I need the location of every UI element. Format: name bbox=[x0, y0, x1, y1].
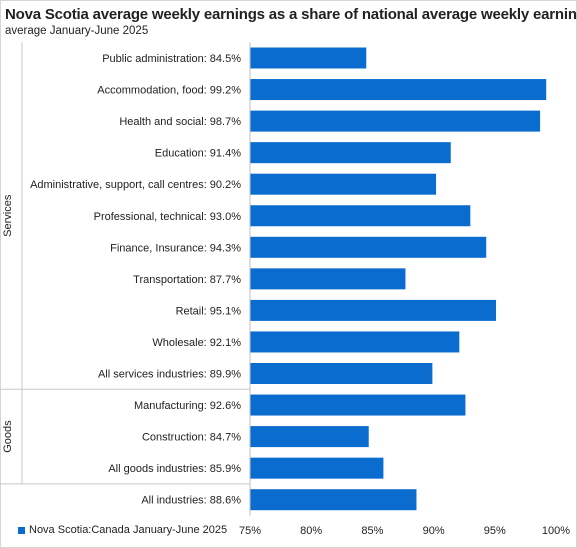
bar bbox=[250, 173, 437, 195]
bar bbox=[250, 79, 547, 101]
bar bbox=[250, 236, 487, 258]
x-tick-label: 90% bbox=[423, 525, 445, 537]
x-tick-label: 85% bbox=[361, 525, 383, 537]
bar bbox=[250, 363, 433, 384]
category-label: Finance, Insurance: 94.3% bbox=[110, 242, 241, 254]
category-label: Retail: 95.1% bbox=[176, 305, 242, 317]
category-label: Accommodation, food: 99.2% bbox=[97, 85, 241, 97]
category-label: Transportation: 87.7% bbox=[133, 274, 241, 286]
bar bbox=[250, 299, 497, 321]
bar bbox=[250, 457, 384, 479]
bar bbox=[250, 394, 466, 416]
category-label: Professional, technical: 93.0% bbox=[94, 211, 242, 223]
category-label: All industries: 88.6% bbox=[141, 495, 241, 507]
legend: Nova Scotia:Canada January-June 2025 bbox=[18, 524, 227, 536]
x-tick-label: 95% bbox=[484, 525, 506, 537]
x-tick-label: 75% bbox=[239, 525, 261, 537]
bar bbox=[250, 47, 367, 69]
chart-subtitle: average January-June 2025 bbox=[5, 25, 149, 37]
x-tick-label: 100% bbox=[542, 525, 570, 537]
category-label: Construction: 84.7% bbox=[142, 432, 241, 444]
category-label: Health and social: 98.7% bbox=[119, 116, 241, 128]
category-label: Education: 91.4% bbox=[155, 148, 241, 160]
category-label: All services industries: 89.9% bbox=[98, 369, 241, 381]
category-label: Manufacturing: 92.6% bbox=[134, 400, 241, 412]
bar bbox=[250, 331, 460, 353]
group-label: Goods bbox=[2, 420, 14, 453]
category-label: Administrative, support, call centres: 9… bbox=[30, 179, 241, 191]
chart-title: Nova Scotia average weekly earnings as a… bbox=[5, 6, 577, 23]
bar bbox=[250, 426, 369, 448]
category-label: All goods industries: 85.9% bbox=[108, 463, 241, 475]
bar bbox=[250, 142, 451, 164]
bar bbox=[250, 489, 417, 511]
x-tick-label: 80% bbox=[300, 525, 322, 537]
group-label: Services bbox=[2, 194, 14, 237]
category-label: Public administration: 84.5% bbox=[102, 53, 241, 65]
bar bbox=[250, 110, 541, 132]
legend-swatch bbox=[18, 526, 25, 534]
legend-label: Nova Scotia:Canada January-June 2025 bbox=[29, 524, 228, 536]
bar bbox=[250, 268, 406, 290]
bar bbox=[250, 205, 471, 227]
category-label: Wholesale: 92.1% bbox=[152, 337, 241, 349]
